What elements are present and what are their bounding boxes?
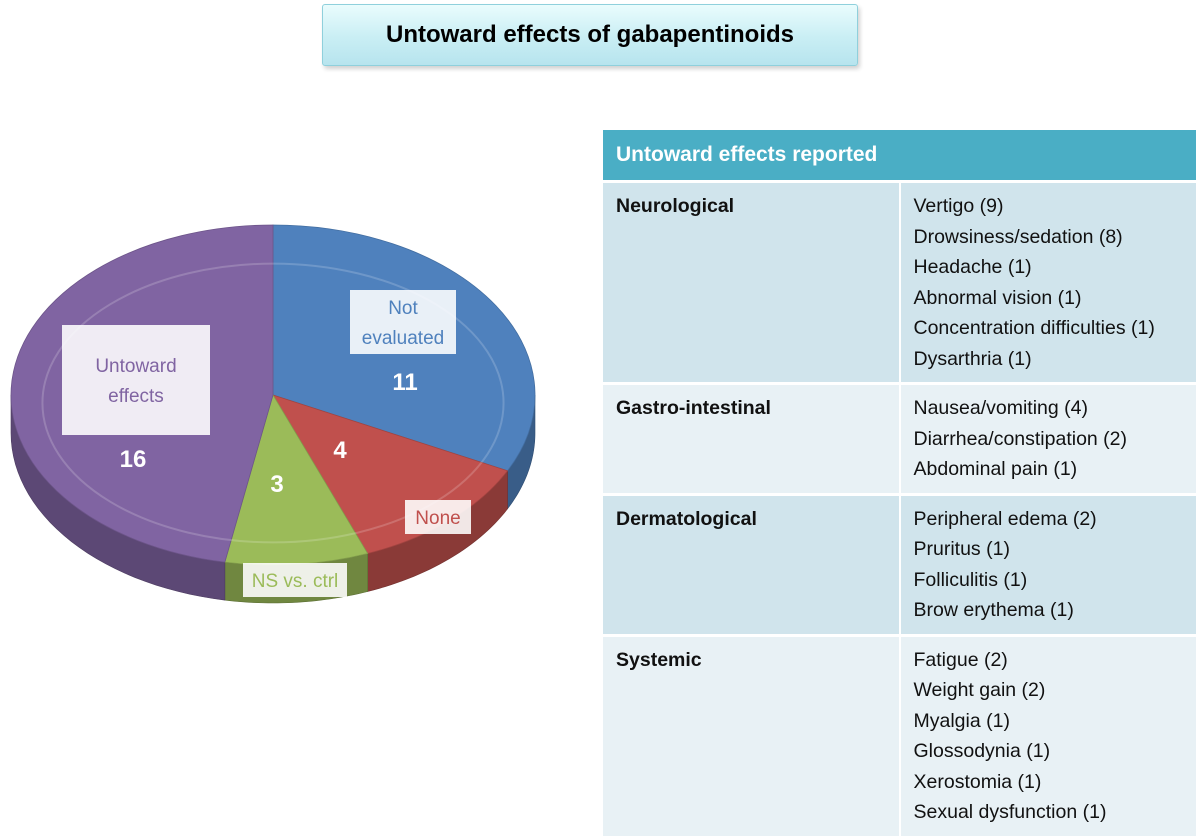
effect-item: Diarrhea/constipation (2) — [913, 427, 1128, 450]
effect-item: Pruritus (1) — [913, 538, 1010, 560]
slice-label-box — [405, 500, 471, 534]
effect-item: Weight gain (2) — [913, 679, 1046, 701]
table-row: Gastro-intestinal Nausea/vomiting (4) Di… — [603, 382, 1196, 494]
effect-item: Abnormal vision (1) — [913, 286, 1082, 309]
slice-label: NS vs. ctrl — [252, 571, 339, 592]
slice-value-label: 4 — [333, 437, 347, 464]
slice-label-box — [62, 325, 210, 435]
effect-item: Sexual dysfunction (1) — [913, 801, 1107, 823]
slice-value-label: 11 — [392, 369, 417, 396]
slice-label: Untoward — [95, 356, 176, 377]
effect-item: Myalgia (1) — [913, 709, 1010, 732]
effect-item: Fatigue (2) — [913, 648, 1008, 671]
slice-label: Not — [388, 298, 418, 319]
category-label: Dermatological — [616, 507, 757, 530]
slice-value-label: 16 — [120, 446, 147, 473]
slice-label-box — [350, 290, 456, 354]
slice-label: evaluated — [362, 328, 444, 349]
chart-title: Untoward effects of gabapentinoids — [322, 4, 858, 66]
effect-item: Folliculitis (1) — [913, 568, 1028, 591]
effect-item: Headache (1) — [913, 256, 1032, 278]
effect-item: Abdominal pain (1) — [913, 458, 1078, 480]
table-row: Systemic Fatigue (2) Weight gain (2) Mya… — [603, 633, 1196, 836]
untoward-effects-table: Untoward effects reported Neurological V… — [603, 130, 1196, 836]
slice-label-box — [243, 563, 347, 597]
pie-highlight — [41, 262, 505, 544]
effect-item: Drowsiness/sedation (8) — [913, 225, 1123, 248]
slice-value-label: 3 — [270, 471, 283, 498]
table-row: Neurological Vertigo (9) Drowsiness/seda… — [603, 180, 1196, 384]
effect-item: Glossodynia (1) — [913, 740, 1051, 762]
effect-item: Xerostomia (1) — [913, 770, 1042, 793]
table-header: Untoward effects reported — [603, 130, 1196, 182]
effect-item: Concentration difficulties (1) — [913, 317, 1155, 339]
effect-item: Nausea/vomiting (4) — [913, 397, 1089, 419]
effect-item: Peripheral edema (2) — [913, 507, 1097, 530]
effect-item: Dysarthria (1) — [913, 347, 1032, 370]
table-row: Dermatological Peripheral edema (2) Prur… — [603, 492, 1196, 635]
effect-item: Vertigo (9) — [913, 195, 1004, 217]
category-label: Systemic — [616, 648, 702, 671]
pie-chart: Not evaluated 11 None 4 NS vs. ctrl 3 Untoward e… — [10, 224, 536, 604]
slice-label: None — [415, 508, 460, 529]
slice-label: effects — [108, 386, 164, 407]
category-label: Neurological — [616, 195, 735, 217]
effect-item: Brow erythema (1) — [913, 599, 1074, 621]
category-label: Gastro-intestinal — [616, 397, 771, 419]
